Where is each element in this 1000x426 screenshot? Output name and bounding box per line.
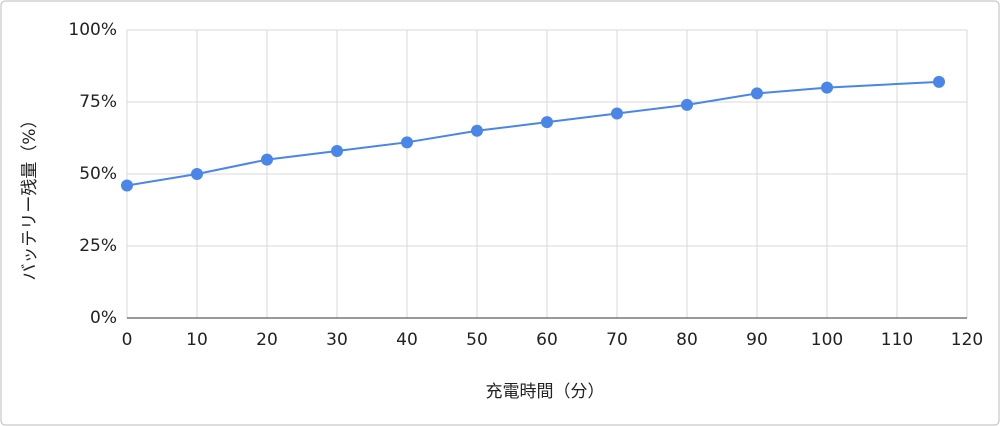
x-axis-label: 充電時間（分） bbox=[486, 382, 605, 402]
x-tick-label: 90 bbox=[746, 330, 768, 350]
y-axis-label: バッテリー残量（%） bbox=[20, 111, 40, 280]
x-tick-label: 20 bbox=[256, 330, 278, 350]
y-tick-label: 75% bbox=[79, 92, 117, 112]
x-tick-label: 50 bbox=[466, 330, 488, 350]
x-tick-label: 10 bbox=[186, 330, 208, 350]
point bbox=[541, 116, 553, 129]
y-tick-label: 25% bbox=[79, 236, 117, 256]
point bbox=[821, 81, 833, 94]
y-tick-label: 100% bbox=[68, 20, 117, 40]
x-tick-label: 110 bbox=[881, 330, 913, 350]
x-tick-label: 70 bbox=[606, 330, 628, 350]
y-tick-label: 50% bbox=[79, 164, 117, 184]
y-tick-label: 0% bbox=[90, 308, 117, 328]
point bbox=[331, 144, 343, 157]
x-tick-label: 120 bbox=[951, 330, 983, 350]
x-tick-label: 40 bbox=[396, 330, 418, 350]
x-tick-label: 60 bbox=[536, 330, 558, 350]
point bbox=[933, 75, 945, 88]
point bbox=[471, 124, 483, 137]
point bbox=[751, 87, 763, 100]
point bbox=[121, 179, 133, 192]
x-tick-label: 0 bbox=[122, 330, 133, 350]
point bbox=[681, 98, 693, 111]
x-tick-label: 80 bbox=[676, 330, 698, 350]
point bbox=[401, 136, 413, 149]
point bbox=[261, 153, 273, 166]
line bbox=[126, 80, 940, 187]
point bbox=[611, 107, 623, 120]
x-tick-label: 100 bbox=[811, 330, 843, 350]
point bbox=[191, 168, 203, 180]
x-tick-label: 30 bbox=[326, 330, 348, 350]
